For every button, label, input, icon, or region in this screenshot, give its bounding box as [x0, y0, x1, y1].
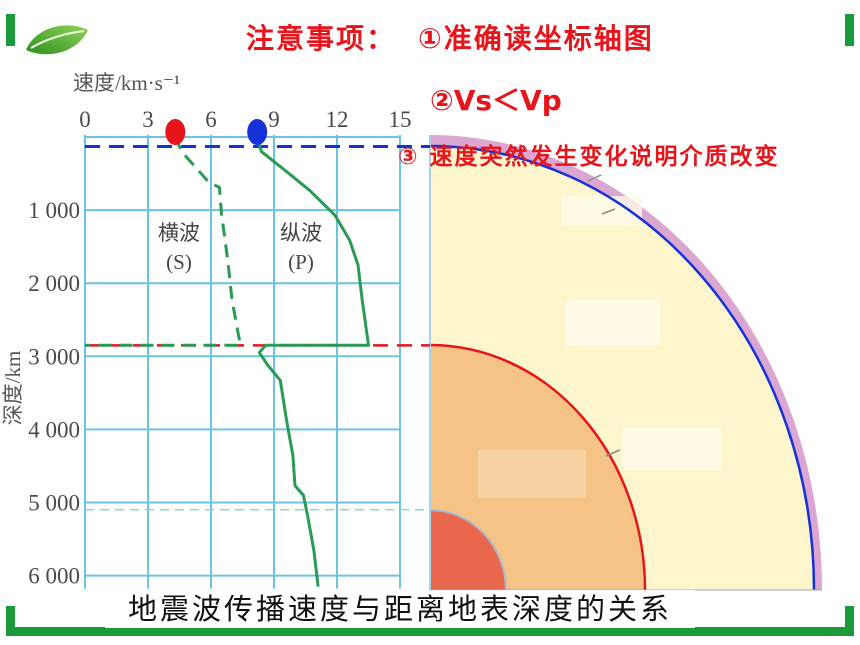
frame-bar-top-left	[6, 14, 15, 46]
label-patch	[565, 300, 660, 346]
x-tick-label: 6	[205, 107, 217, 132]
boundary-lines	[85, 145, 430, 511]
series-labels: 横波 (S) 纵波 (P)	[158, 221, 322, 274]
p-wave-label: (P)	[288, 250, 314, 274]
p-wave-surface-marker	[247, 119, 268, 145]
s-wave-surface-marker	[165, 119, 186, 145]
y-tick-label: 3 000	[28, 344, 80, 369]
y-tick-label: 4 000	[28, 417, 80, 442]
chart-caption: 地震波传播速度与距离地表深度的关系	[105, 590, 695, 628]
y-tick-label: 6 000	[28, 564, 80, 589]
leaf-icon	[26, 25, 88, 55]
x-tick-label: 3	[142, 107, 154, 132]
frame-bar-bottom-right	[845, 606, 854, 636]
frame-bar-top-right	[845, 14, 854, 46]
x-tick-label: 9	[268, 107, 280, 132]
frame-bar-bottom-left	[6, 606, 15, 636]
p-wave-line	[255, 136, 370, 587]
moho-line	[429, 144, 816, 591]
core-mantle-boundary-line	[429, 343, 647, 591]
y-tick-label: 2 000	[28, 271, 80, 296]
x-tick-label: 0	[79, 107, 91, 132]
chart-grid	[84, 135, 401, 589]
leader-line	[587, 174, 602, 182]
inner-core-layer	[430, 510, 506, 590]
x-tick-label: 12	[326, 107, 349, 132]
leader-line	[605, 449, 621, 457]
note-item-3: ③ 速度突然发生变化说明介质改变	[398, 144, 780, 170]
x-tick-label: 15	[389, 107, 412, 132]
s-wave-line	[85, 136, 242, 347]
p-wave-label: 纵波	[280, 221, 322, 245]
leader-line	[601, 208, 616, 215]
y-tick-label: 5 000	[28, 491, 80, 516]
tick-labels: 0 3 6 9 12 15 1 000 2 000 3 000 4 000 5 000 6 000	[28, 107, 411, 589]
y-tick-label: 1 000	[28, 198, 80, 223]
s-wave-label: 横波	[158, 221, 200, 245]
y-axis-title: 深度/km	[1, 351, 25, 426]
label-patch	[622, 428, 722, 470]
note-item-2: ②Vs＜Vp	[430, 84, 562, 117]
earth-cross-section	[429, 135, 822, 591]
label-patch	[478, 450, 586, 498]
frame-bar-bottom	[6, 627, 854, 636]
s-wave-label: (S)	[166, 250, 192, 274]
x-axis-title: 速度/km·s⁻¹	[73, 71, 180, 95]
notes-heading-line: 注意事项： ①准确读坐标轴图	[246, 22, 654, 56]
wave-series	[85, 119, 370, 587]
note-item-1: ①准确读坐标轴图	[418, 22, 654, 55]
notes-heading: 注意事项：	[246, 22, 397, 55]
inner-core-boundary-line	[429, 509, 507, 591]
